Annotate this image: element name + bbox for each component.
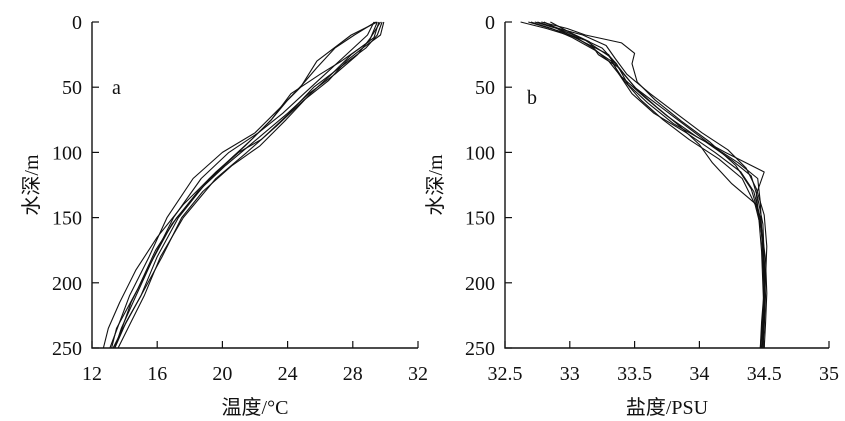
profile-line-6 [537, 21, 768, 349]
x-axis-label: 温度/°C [222, 396, 289, 419]
profile-line-2 [114, 21, 383, 349]
x-axis-label: 盐度/PSU [626, 396, 709, 419]
y-tick-label: 150 [465, 208, 495, 230]
profile-line-7 [102, 21, 378, 349]
profile-line-8 [112, 21, 381, 349]
x-tick-label: 35 [819, 363, 839, 385]
profile-line-3 [112, 21, 380, 349]
profile-line-4 [550, 21, 768, 349]
temperature-profile-panel: 12 16 20 24 28 32 0 50 100 150 200 250 温度/°C 水深/m a [20, 12, 428, 419]
y-axis-label: 水深/m [20, 154, 43, 216]
y-axis-label: 水深/m [424, 154, 447, 216]
x-tick-label: 20 [212, 363, 232, 385]
profile-line-4 [114, 21, 375, 349]
profile-line-7 [541, 21, 767, 349]
profile-line-5 [530, 21, 765, 349]
profile-line-5 [109, 21, 376, 349]
y-tick-label: 250 [52, 338, 82, 360]
y-tick-label: 100 [465, 142, 495, 164]
axis-frame [91, 22, 418, 349]
y-tick-label: 0 [72, 12, 82, 34]
y-tick-label: 100 [52, 142, 82, 164]
panel-letter: a [112, 77, 121, 99]
x-tick-label: 34.5 [747, 363, 782, 385]
y-tick-label: 0 [485, 12, 495, 34]
y-tick-label: 250 [465, 338, 495, 360]
y-tick-label: 150 [52, 208, 82, 230]
x-tick-label: 28 [343, 363, 363, 385]
x-tick-label: 16 [147, 363, 167, 385]
x-tick-label: 12 [82, 363, 102, 385]
y-tick-label: 200 [465, 273, 495, 295]
profile-line-8 [528, 21, 765, 349]
y-tick-label: 200 [52, 273, 82, 295]
profile-line-1 [534, 21, 765, 349]
x-tick-label: 34 [689, 363, 709, 385]
x-tick-label: 32 [408, 363, 428, 385]
salinity-profile-panel: 32.5 33 33.5 34 34.5 35 0 50 100 150 200 250 盐度/PSU 水… [424, 12, 839, 419]
x-tick-label: 33.5 [617, 363, 652, 385]
y-tick-label: 50 [475, 77, 495, 99]
axis-frame [504, 22, 829, 349]
profile-line-3 [543, 21, 765, 349]
x-tick-label: 32.5 [488, 363, 523, 385]
profile-line-2 [520, 21, 767, 349]
y-tick-label: 50 [62, 77, 82, 99]
panel-letter: b [527, 87, 537, 109]
x-tick-label: 24 [278, 363, 298, 385]
x-tick-label: 33 [560, 363, 580, 385]
profile-line-1 [117, 21, 385, 349]
